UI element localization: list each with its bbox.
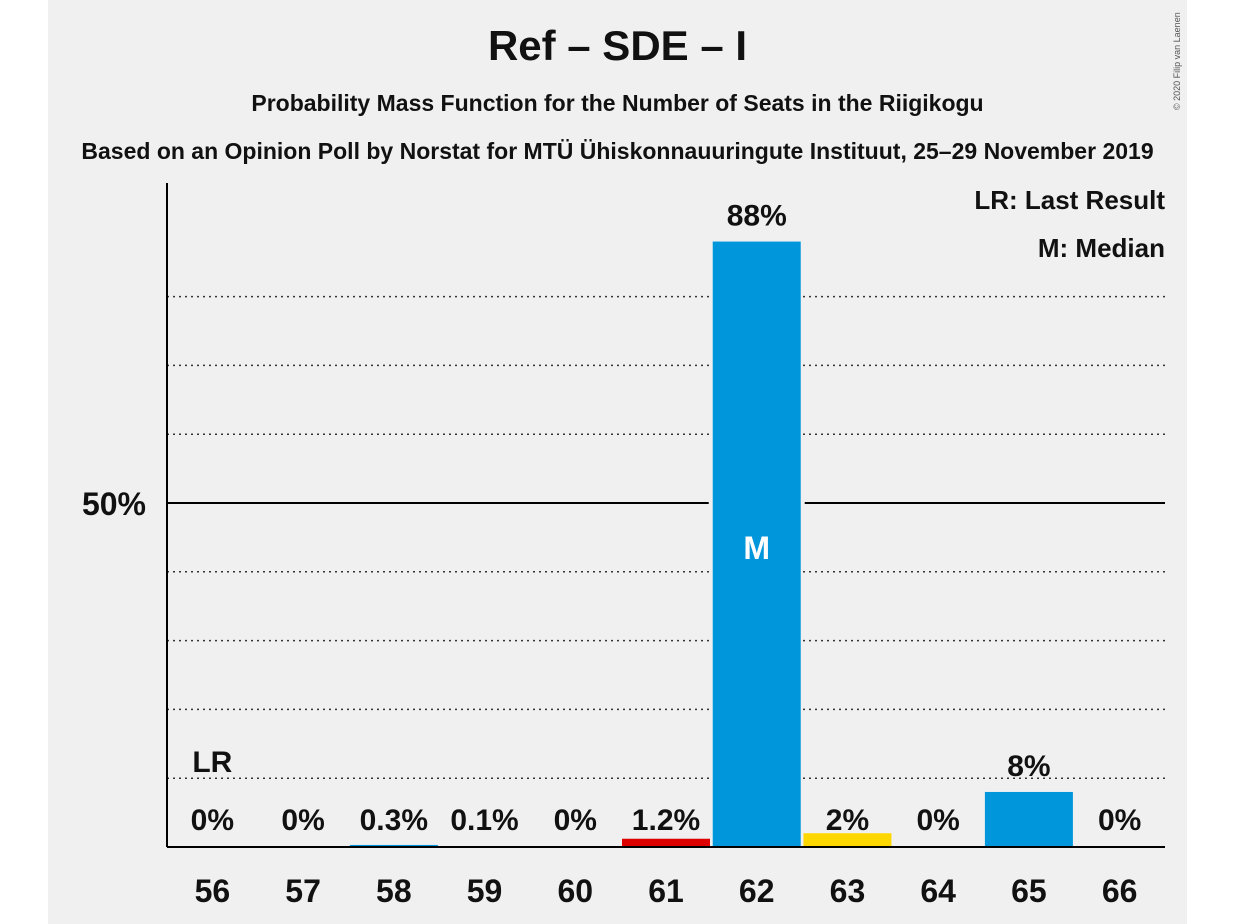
value-label: 0% bbox=[554, 804, 597, 837]
median-marker: M bbox=[743, 530, 770, 566]
bar-seat-61 bbox=[622, 838, 710, 847]
x-tick-label: 64 bbox=[920, 873, 956, 909]
value-label: 8% bbox=[1007, 750, 1050, 783]
chart-title: Ref – SDE – I bbox=[487, 22, 748, 69]
y-tick-label: 50% bbox=[82, 486, 146, 522]
x-tick-label: 58 bbox=[376, 873, 412, 909]
x-tick-label: 65 bbox=[1011, 873, 1047, 909]
chart-subtitle: Probability Mass Function for the Number… bbox=[251, 90, 984, 116]
x-tick-label: 57 bbox=[285, 873, 321, 909]
poll-source-line: Based on an Opinion Poll by Norstat for … bbox=[81, 138, 1154, 164]
bar-seat-63 bbox=[803, 833, 892, 847]
legend-median: M: Median bbox=[1038, 233, 1165, 263]
value-label: 0% bbox=[917, 804, 960, 837]
bar-seat-58 bbox=[349, 844, 438, 847]
value-label: 0.3% bbox=[360, 804, 428, 837]
value-label: 0% bbox=[1098, 804, 1141, 837]
x-tick-label: 56 bbox=[195, 873, 231, 909]
value-label: 2% bbox=[826, 804, 869, 837]
last-result-marker: LR bbox=[192, 746, 232, 779]
x-tick-label: 60 bbox=[557, 873, 593, 909]
x-tick-label: 62 bbox=[739, 873, 775, 909]
value-label: 1.2% bbox=[632, 804, 700, 837]
x-tick-label: 59 bbox=[467, 873, 503, 909]
x-tick-label: 63 bbox=[830, 873, 866, 909]
legend-last-result: LR: Last Result bbox=[974, 185, 1165, 215]
value-label: 88% bbox=[727, 200, 787, 233]
x-tick-label: 66 bbox=[1102, 873, 1138, 909]
x-tick-label: 61 bbox=[648, 873, 684, 909]
chart-background bbox=[48, 0, 1187, 924]
value-label: 0% bbox=[191, 804, 234, 837]
value-label: 0% bbox=[281, 804, 324, 837]
bar-seat-62 bbox=[712, 241, 801, 847]
bar-seat-65 bbox=[984, 791, 1073, 847]
value-label: 0.1% bbox=[450, 804, 518, 837]
